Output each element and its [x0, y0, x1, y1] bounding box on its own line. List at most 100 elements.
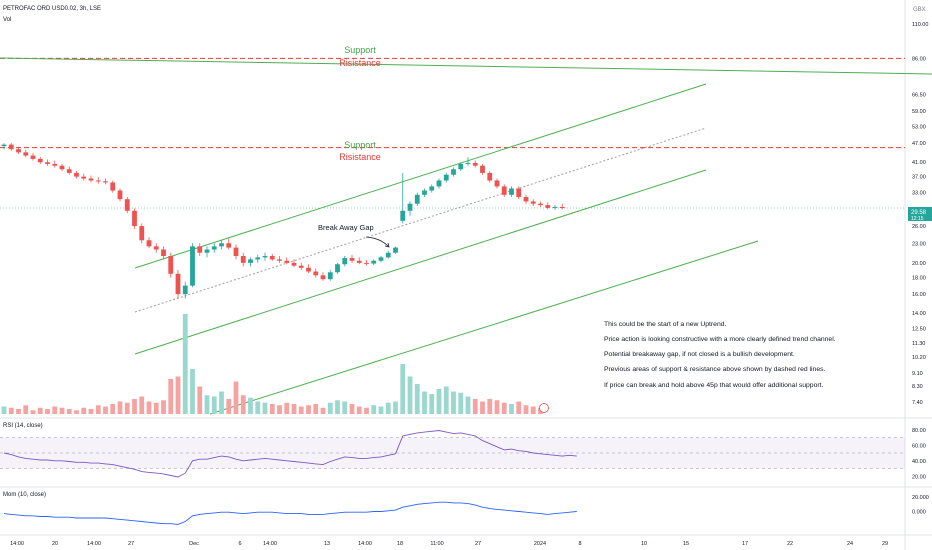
channel-upper[interactable] — [134, 83, 707, 269]
volume-bar — [291, 404, 297, 414]
candle-body[interactable] — [161, 249, 166, 257]
mom-tick-label: 0.000 — [912, 510, 926, 516]
candle-body[interactable] — [342, 258, 348, 265]
candle-body[interactable] — [66, 169, 72, 173]
volume-bar — [74, 410, 79, 414]
candle-body[interactable] — [37, 158, 43, 163]
candle-body[interactable] — [139, 226, 145, 241]
candle-body[interactable] — [509, 188, 514, 195]
price-tick-label: 18.00 — [912, 276, 926, 282]
candle-body[interactable] — [269, 256, 275, 260]
support-line-long[interactable] — [0, 57, 932, 75]
candle-body[interactable] — [132, 210, 137, 227]
candle-body[interactable] — [190, 246, 195, 286]
alert-icon[interactable] — [539, 403, 549, 413]
candle-body[interactable] — [530, 201, 536, 204]
candle-body[interactable] — [559, 206, 565, 209]
candle-body[interactable] — [124, 199, 130, 211]
candle-body[interactable] — [1, 144, 7, 147]
candle-body[interactable] — [523, 196, 529, 202]
candle-body[interactable] — [211, 246, 217, 250]
support-label-mid: Support — [344, 140, 376, 150]
volume-bar — [523, 405, 529, 414]
candle-body[interactable] — [349, 258, 355, 261]
candle-body[interactable] — [59, 165, 65, 170]
candle-body[interactable] — [364, 262, 369, 264]
candle-body[interactable] — [30, 155, 36, 159]
volume-bar — [356, 406, 362, 414]
candle-body[interactable] — [472, 162, 478, 166]
candle-body[interactable] — [175, 273, 181, 295]
trend-channel[interactable] — [0, 57, 932, 415]
candle-body[interactable] — [327, 272, 333, 280]
volume-bar — [204, 395, 210, 414]
candle-body[interactable] — [306, 267, 311, 272]
candle-body[interactable] — [233, 247, 239, 257]
candle-body[interactable] — [153, 246, 159, 250]
candle-body[interactable] — [356, 260, 362, 263]
candle-body[interactable] — [313, 271, 319, 276]
candle-body[interactable] — [8, 144, 14, 150]
candle-body[interactable] — [451, 169, 456, 175]
candle-body[interactable] — [545, 205, 551, 208]
candle-body[interactable] — [103, 181, 108, 183]
candle-body[interactable] — [117, 190, 123, 200]
candle-body[interactable] — [219, 243, 224, 247]
candle-body[interactable] — [74, 172, 79, 177]
candle-body[interactable] — [429, 186, 435, 191]
candle-body[interactable] — [262, 256, 268, 258]
candle-body[interactable] — [436, 180, 442, 187]
candle-body[interactable] — [52, 163, 58, 166]
candle-body[interactable] — [400, 210, 406, 221]
candle-body[interactable] — [422, 190, 427, 195]
candle-body[interactable] — [298, 265, 304, 268]
candle-body[interactable] — [88, 178, 94, 181]
candle-body[interactable] — [255, 257, 261, 260]
price-tick-label: 10.20 — [912, 355, 926, 361]
volume-bar — [146, 401, 152, 414]
candle-body[interactable] — [371, 260, 377, 264]
candle-body[interactable] — [16, 149, 21, 153]
candle-body[interactable] — [284, 260, 290, 263]
volume-bar — [132, 399, 137, 414]
channel-lower[interactable] — [134, 169, 707, 355]
candle-body[interactable] — [552, 206, 558, 208]
candle-body[interactable] — [501, 186, 507, 195]
support-line-lower[interactable] — [209, 240, 759, 415]
candle-body[interactable] — [494, 180, 500, 187]
candle-body[interactable] — [335, 264, 340, 273]
candle-body[interactable] — [458, 163, 464, 170]
candle-body[interactable] — [204, 249, 210, 253]
candle-body[interactable] — [414, 194, 420, 204]
candle-body[interactable] — [197, 246, 203, 253]
volume-bar — [161, 400, 166, 414]
candle-body[interactable] — [23, 152, 29, 156]
price-tick-label: 9.10 — [912, 371, 923, 377]
candle-body[interactable] — [81, 176, 87, 179]
candle-body[interactable] — [516, 188, 522, 197]
candle-body[interactable] — [378, 257, 384, 261]
candle-body[interactable] — [465, 162, 471, 164]
candle-body[interactable] — [277, 259, 282, 261]
candle-body[interactable] — [538, 203, 543, 206]
candle-body[interactable] — [45, 162, 50, 164]
candle-body[interactable] — [168, 256, 174, 274]
candle-body[interactable] — [182, 285, 188, 295]
candle-body[interactable] — [226, 243, 232, 248]
candles[interactable] — [1, 143, 565, 299]
candle-body[interactable] — [110, 182, 116, 191]
candle-body[interactable] — [248, 259, 253, 263]
candle-body[interactable] — [443, 174, 449, 181]
candle-body[interactable] — [95, 180, 101, 182]
candle-body[interactable] — [480, 165, 485, 173]
candle-body[interactable] — [291, 262, 297, 266]
candle-body[interactable] — [385, 252, 391, 258]
candle-body[interactable] — [320, 275, 326, 280]
candle-body[interactable] — [240, 256, 246, 263]
candle-body[interactable] — [146, 240, 152, 247]
candle-body[interactable] — [487, 172, 493, 181]
candle-body[interactable] — [407, 203, 413, 211]
volume-bar — [349, 404, 355, 414]
candle-body[interactable] — [393, 247, 398, 253]
